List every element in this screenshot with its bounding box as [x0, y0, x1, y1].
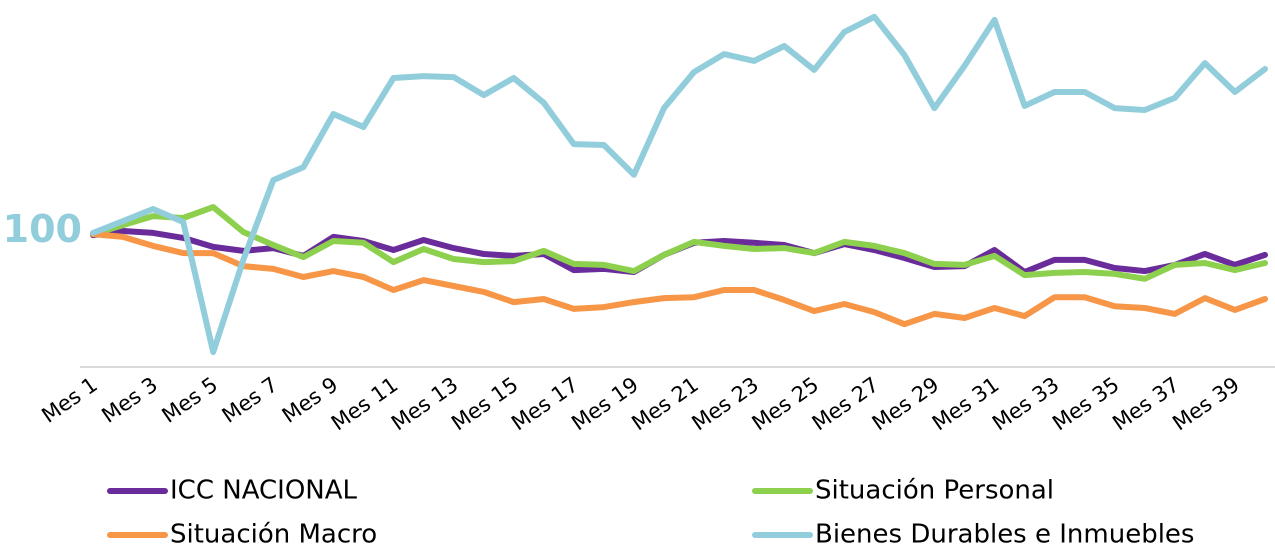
x-tick-label: Mes 37	[1108, 372, 1184, 435]
x-tick-label: Mes 21	[627, 372, 703, 435]
legend-label: ICC NACIONAL	[170, 476, 358, 506]
legend-label: Bienes Durables e Inmuebles	[815, 520, 1194, 548]
x-tick-label: Mes 7	[218, 372, 283, 427]
x-tick-label: Mes 23	[687, 372, 763, 435]
y-tick-label: 100	[3, 207, 82, 251]
x-tick-label: Mes 19	[567, 372, 643, 435]
x-tick-label: Mes 29	[868, 372, 944, 435]
x-tick-label: Mes 15	[447, 372, 523, 435]
x-tick-label: Mes 1	[37, 372, 102, 427]
x-tick-label: Mes 5	[158, 372, 223, 427]
x-tick-label: Mes 39	[1168, 372, 1244, 435]
series-line	[90, 204, 1268, 282]
x-tick-label: Mes 3	[97, 372, 162, 427]
legend-label: Situación Macro	[170, 520, 377, 548]
series-line	[90, 231, 1268, 328]
x-tick-label: Mes 35	[1048, 372, 1124, 435]
x-tick-label: Mes 31	[928, 372, 1004, 435]
x-tick-label: Mes 25	[748, 372, 824, 435]
x-tick-label: Mes 11	[327, 372, 403, 435]
x-tick-label: Mes 13	[387, 372, 463, 435]
legend-label: Situación Personal	[815, 476, 1054, 506]
series-line	[90, 13, 1268, 356]
x-tick-label: Mes 27	[808, 372, 884, 435]
x-tick-label: Mes 33	[988, 372, 1064, 435]
x-tick-label: Mes 17	[507, 372, 583, 435]
